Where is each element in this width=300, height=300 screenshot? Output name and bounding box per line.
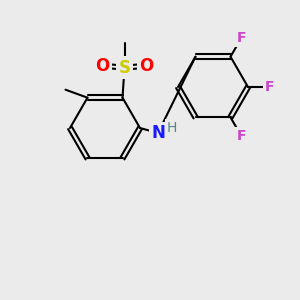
Text: H: H bbox=[167, 121, 177, 135]
Text: O: O bbox=[140, 57, 154, 75]
Text: F: F bbox=[237, 129, 246, 143]
Text: O: O bbox=[95, 57, 110, 75]
Text: F: F bbox=[265, 80, 275, 94]
Text: S: S bbox=[118, 59, 130, 77]
Text: F: F bbox=[237, 31, 246, 45]
Text: N: N bbox=[151, 124, 165, 142]
